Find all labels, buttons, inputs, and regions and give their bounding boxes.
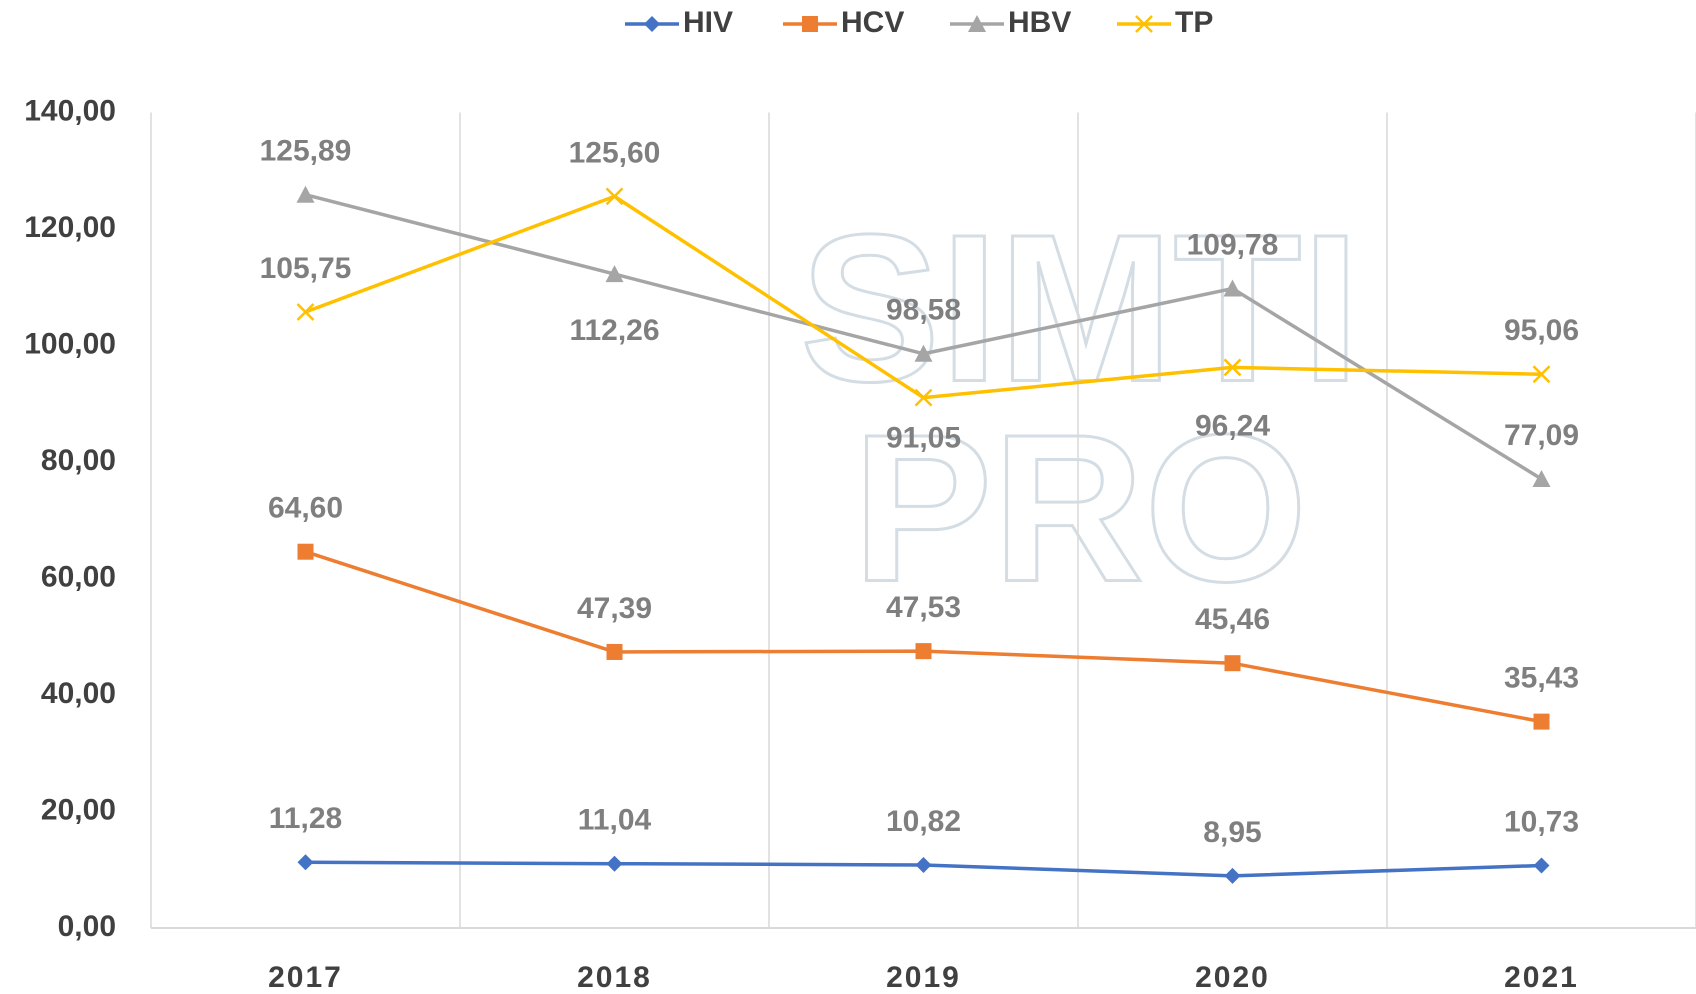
marker [297, 543, 314, 560]
y-tick-label: 80,00 [41, 444, 116, 477]
data-label: 8,95 [1203, 816, 1261, 849]
marker [1532, 365, 1551, 384]
marker [1135, 15, 1153, 33]
marker [968, 15, 986, 32]
data-label: 47,53 [886, 591, 961, 624]
data-label: 64,60 [268, 492, 343, 525]
x-tick-label: 2021 [1504, 961, 1579, 994]
data-label: 98,58 [886, 294, 961, 327]
data-label: 47,39 [577, 592, 652, 625]
marker [644, 16, 660, 32]
legend-label: HIV [683, 6, 733, 39]
y-tick-label: 120,00 [24, 211, 116, 244]
marker [1224, 867, 1241, 884]
marker [914, 388, 933, 407]
data-label: 10,73 [1504, 805, 1579, 838]
marker [1223, 358, 1242, 377]
marker [802, 16, 818, 32]
watermark: SIMTI [800, 190, 1360, 425]
data-label: 125,89 [260, 135, 352, 168]
data-label: 125,60 [569, 136, 661, 169]
data-label: 77,09 [1504, 419, 1579, 452]
x-tick-label: 2017 [268, 961, 343, 994]
legend-label: HBV [1008, 6, 1071, 39]
marker [915, 643, 932, 660]
y-tick-label: 20,00 [41, 793, 116, 826]
marker [296, 303, 315, 321]
data-label: 45,46 [1195, 603, 1270, 636]
data-label: 109,78 [1187, 228, 1279, 261]
x-tick-label: 2019 [886, 961, 961, 994]
marker [296, 185, 315, 203]
marker [606, 855, 623, 872]
marker [1223, 279, 1242, 297]
marker [297, 854, 314, 871]
data-label: 112,26 [569, 314, 659, 347]
watermark: PRO [852, 390, 1307, 625]
marker [914, 344, 933, 362]
data-label: 11,28 [269, 802, 342, 835]
data-label: 10,82 [886, 805, 961, 838]
marker [1533, 713, 1550, 730]
marker [606, 643, 623, 660]
marker [1533, 857, 1550, 874]
data-label: 105,75 [260, 252, 352, 285]
data-label: 11,04 [578, 804, 652, 837]
y-tick-label: 40,00 [41, 677, 116, 710]
marker [915, 856, 932, 873]
x-tick-label: 2018 [577, 961, 652, 994]
data-label: 95,06 [1504, 314, 1579, 347]
data-label: 91,05 [886, 422, 961, 455]
legend-label: TP [1175, 6, 1213, 39]
y-tick-label: 100,00 [24, 327, 116, 360]
y-tick-label: 140,00 [24, 94, 116, 127]
legend-label: HCV [841, 6, 904, 39]
marker [1532, 469, 1551, 487]
data-label: 35,43 [1504, 662, 1579, 695]
marker [605, 265, 624, 283]
y-tick-label: 0,00 [58, 910, 116, 943]
data-label: 96,24 [1195, 409, 1270, 442]
x-tick-label: 2020 [1195, 961, 1270, 994]
marker [605, 187, 624, 206]
marker [1224, 655, 1241, 672]
y-tick-label: 60,00 [41, 560, 116, 593]
